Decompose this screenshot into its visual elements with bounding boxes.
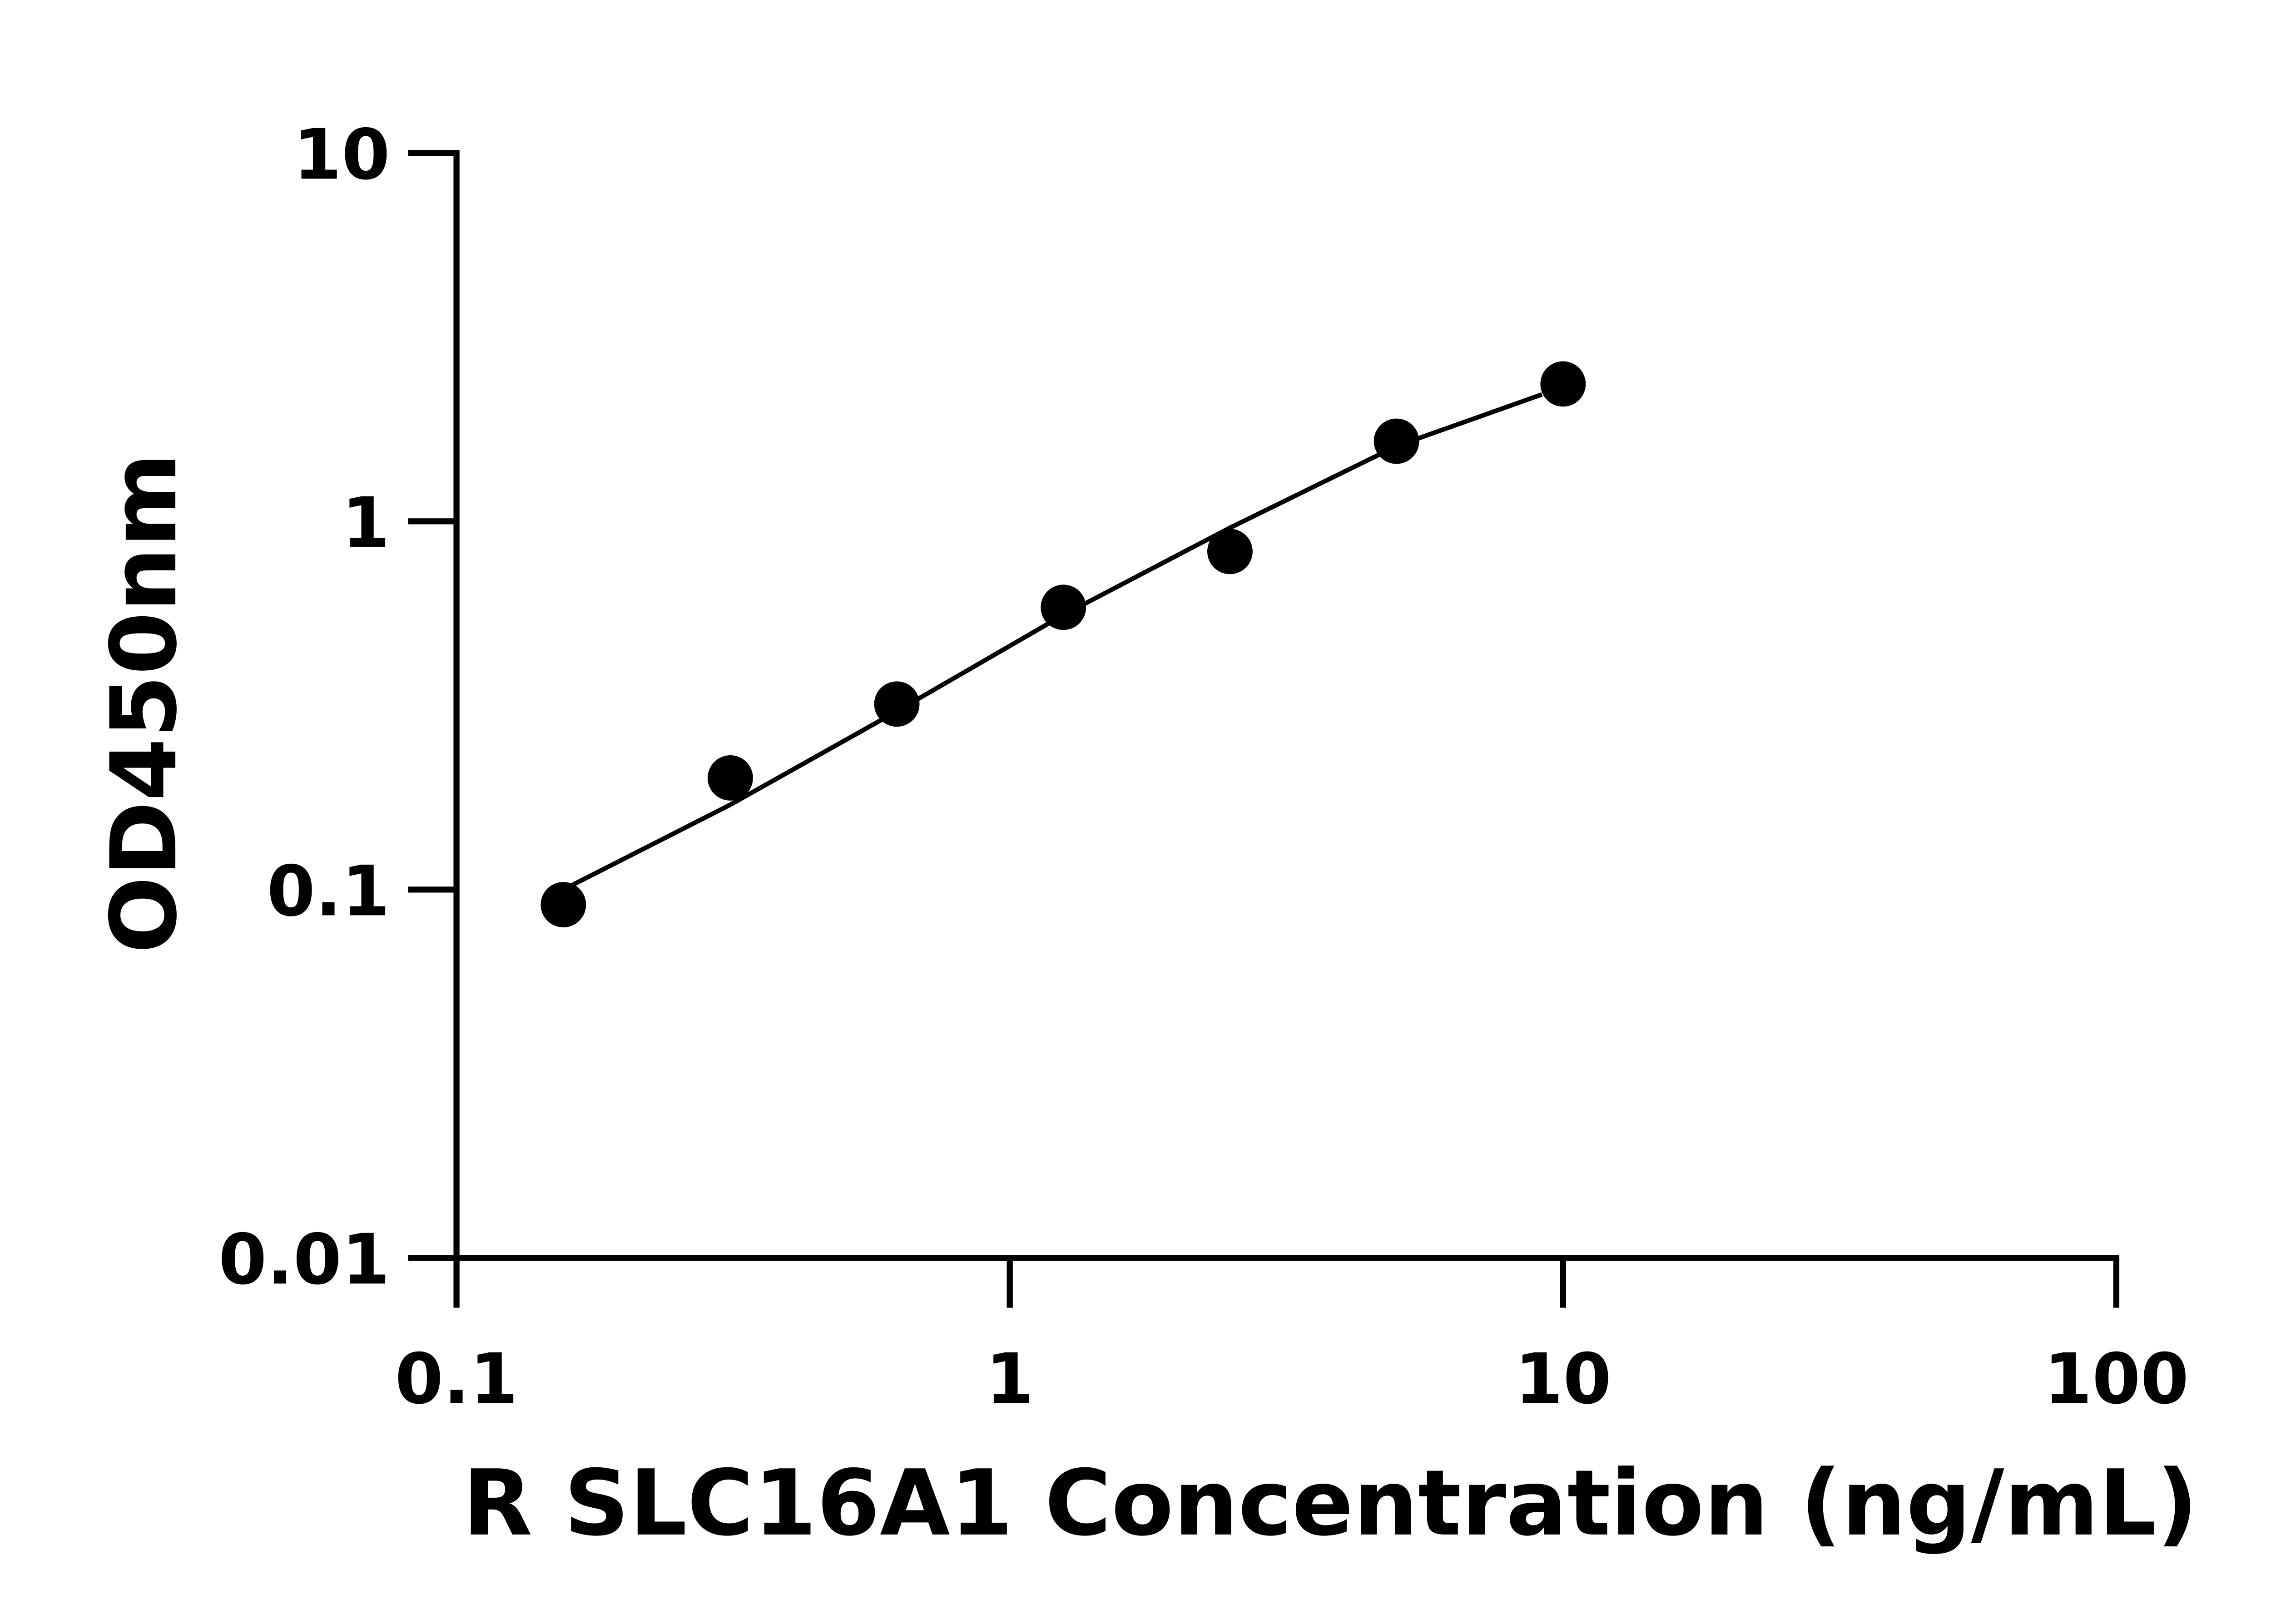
y-tick-label: 0.1 [267, 851, 390, 932]
axes [453, 150, 2120, 1261]
data-point [540, 882, 586, 927]
data-point [1041, 584, 1086, 630]
y-axis-label: OD450nm [92, 453, 197, 954]
data-point [1207, 529, 1253, 574]
y-tick-label: 1 [342, 483, 390, 564]
x-axis-label: R SLC16A1 Concentration (ng/mL) [462, 1451, 2198, 1556]
data-point [874, 681, 920, 727]
x-tick-label: 100 [2044, 1339, 2189, 1420]
data-point [707, 755, 753, 801]
y-tick-label: 10 [293, 115, 390, 196]
fit-curve [562, 392, 1543, 892]
data-point [1374, 418, 1419, 464]
x-tick-label: 10 [1515, 1339, 1612, 1420]
data-point [1540, 361, 1586, 407]
y-tick-label: 0.01 [218, 1219, 390, 1300]
x-tick-label: 0.1 [395, 1339, 518, 1420]
x-tick-label: 1 [986, 1339, 1034, 1420]
